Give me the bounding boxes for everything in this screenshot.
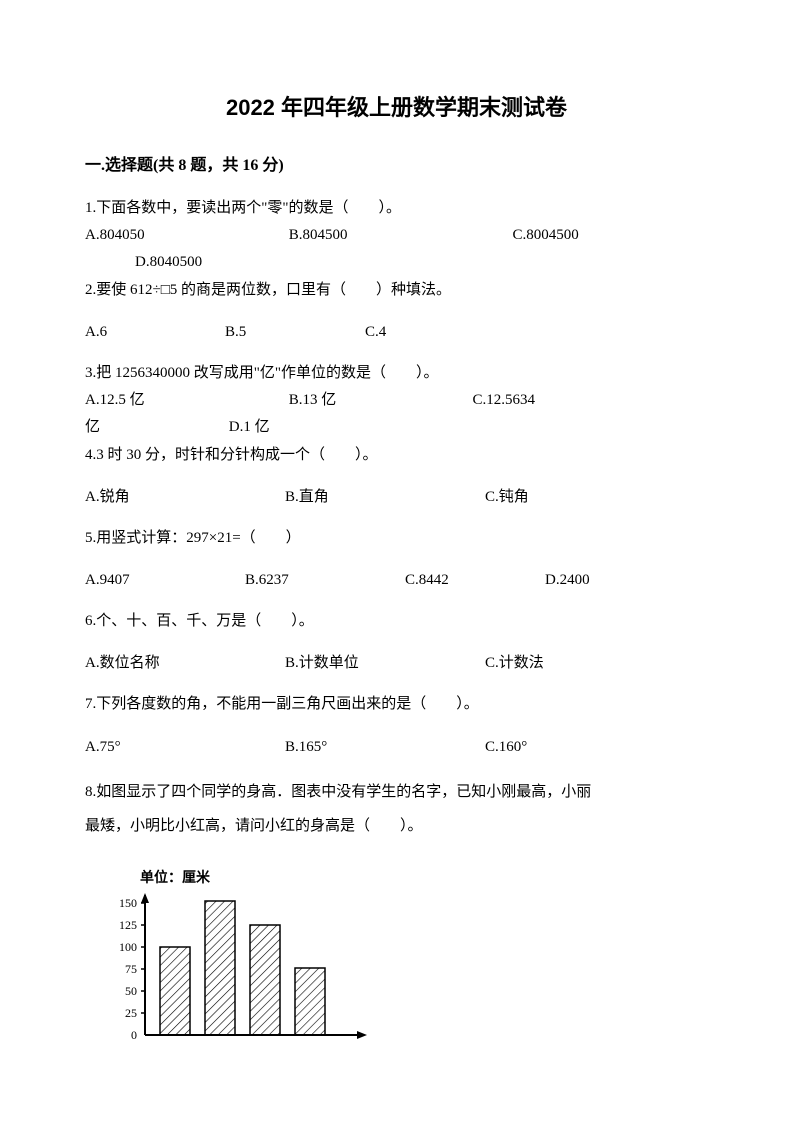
q1-opt-b: B.804500: [289, 224, 509, 247]
ytick-25: 25: [125, 1006, 137, 1020]
page-title: 2022 年四年级上册数学期末测试卷: [85, 90, 708, 125]
q1-opt-c: C.8004500: [513, 227, 579, 243]
q7-text: 7.下列各度数的角，不能用一副三角尺画出来的是（ ）。: [85, 693, 708, 716]
ytick-75: 75: [125, 962, 137, 976]
section-header: 一.选择题(共 8 题，共 16 分): [85, 153, 708, 179]
q5-opt-d: D.2400: [545, 568, 590, 592]
height-chart: 单位：厘米 150 125 100 75 50 25 0: [105, 866, 385, 1073]
ytick-0: 0: [131, 1028, 137, 1042]
q3-text: 3.把 1256340000 改写成用"亿"作单位的数是（ ）。: [85, 362, 708, 385]
q6-opt-c: C.计数法: [485, 651, 544, 675]
q2-opt-a: A.6: [85, 320, 225, 344]
q7-opt-a: A.75°: [85, 735, 285, 759]
q5-options: A.9407 B.6237 C.8442 D.2400: [85, 568, 708, 592]
q2-opt-b: B.5: [225, 320, 365, 344]
q1-options-line1: A.804050 B.804500 C.8004500: [85, 224, 708, 247]
q4-opt-c: C.钝角: [485, 485, 529, 509]
q3-options-line2: 亿 D.1 亿: [85, 416, 708, 439]
bar-chart-svg: 150 125 100 75 50 25 0: [105, 893, 385, 1073]
bar-3: [250, 925, 280, 1035]
ytick-50: 50: [125, 984, 137, 998]
q4-opt-a: A.锐角: [85, 485, 285, 509]
bar-4: [295, 968, 325, 1035]
ytick-100: 100: [119, 940, 137, 954]
q4-opt-b: B.直角: [285, 485, 485, 509]
q5-opt-c: C.8442: [405, 568, 545, 592]
ytick-125: 125: [119, 918, 137, 932]
q3-opt-b: B.13 亿: [289, 389, 469, 412]
q3-opt-c2: 亿: [85, 416, 225, 439]
q1-opt-d: D.8040500: [85, 251, 708, 274]
ytick-150: 150: [119, 896, 137, 910]
q5-opt-a: A.9407: [85, 568, 245, 592]
q8-line1: 8.如图显示了四个同学的身高．图表中没有学生的名字，已知小刚最高，小丽: [85, 777, 708, 807]
q6-text: 6.个、十、百、千、万是（ ）。: [85, 610, 708, 633]
q8-line2: 最矮，小明比小红高，请问小红的身高是（ ）。: [85, 811, 708, 841]
q1-text: 1.下面各数中，要读出两个"零"的数是（ ）。: [85, 197, 708, 220]
q5-text: 5.用竖式计算：297×21=（ ）: [85, 527, 708, 550]
y-axis-arrow: [141, 893, 149, 903]
q2-text: 2.要使 612÷□5 的商是两位数，口里有（ ）种填法。: [85, 279, 708, 302]
bar-2: [205, 901, 235, 1035]
q3-opt-a: A.12.5 亿: [85, 389, 285, 412]
q2-options: A.6 B.5 C.4: [85, 320, 708, 344]
q7-options: A.75° B.165° C.160°: [85, 735, 708, 759]
q3-opt-c: C.12.5634: [473, 392, 536, 408]
q3-opt-d: D.1 亿: [229, 419, 270, 435]
q6-options: A.数位名称 B.计数单位 C.计数法: [85, 651, 708, 675]
q6-opt-b: B.计数单位: [285, 651, 485, 675]
q5-opt-b: B.6237: [245, 568, 405, 592]
x-axis-arrow: [357, 1031, 367, 1039]
q6-opt-a: A.数位名称: [85, 651, 285, 675]
bar-1: [160, 947, 190, 1035]
q1-opt-a: A.804050: [85, 224, 285, 247]
chart-unit-label: 单位：厘米: [140, 866, 385, 888]
q3-options-line1: A.12.5 亿 B.13 亿 C.12.5634: [85, 389, 708, 412]
q7-opt-c: C.160°: [485, 735, 527, 759]
q4-text: 4.3 时 30 分，时针和分针构成一个（ ）。: [85, 444, 708, 467]
q7-opt-b: B.165°: [285, 735, 485, 759]
q4-options: A.锐角 B.直角 C.钝角: [85, 485, 708, 509]
q2-opt-c: C.4: [365, 320, 505, 344]
